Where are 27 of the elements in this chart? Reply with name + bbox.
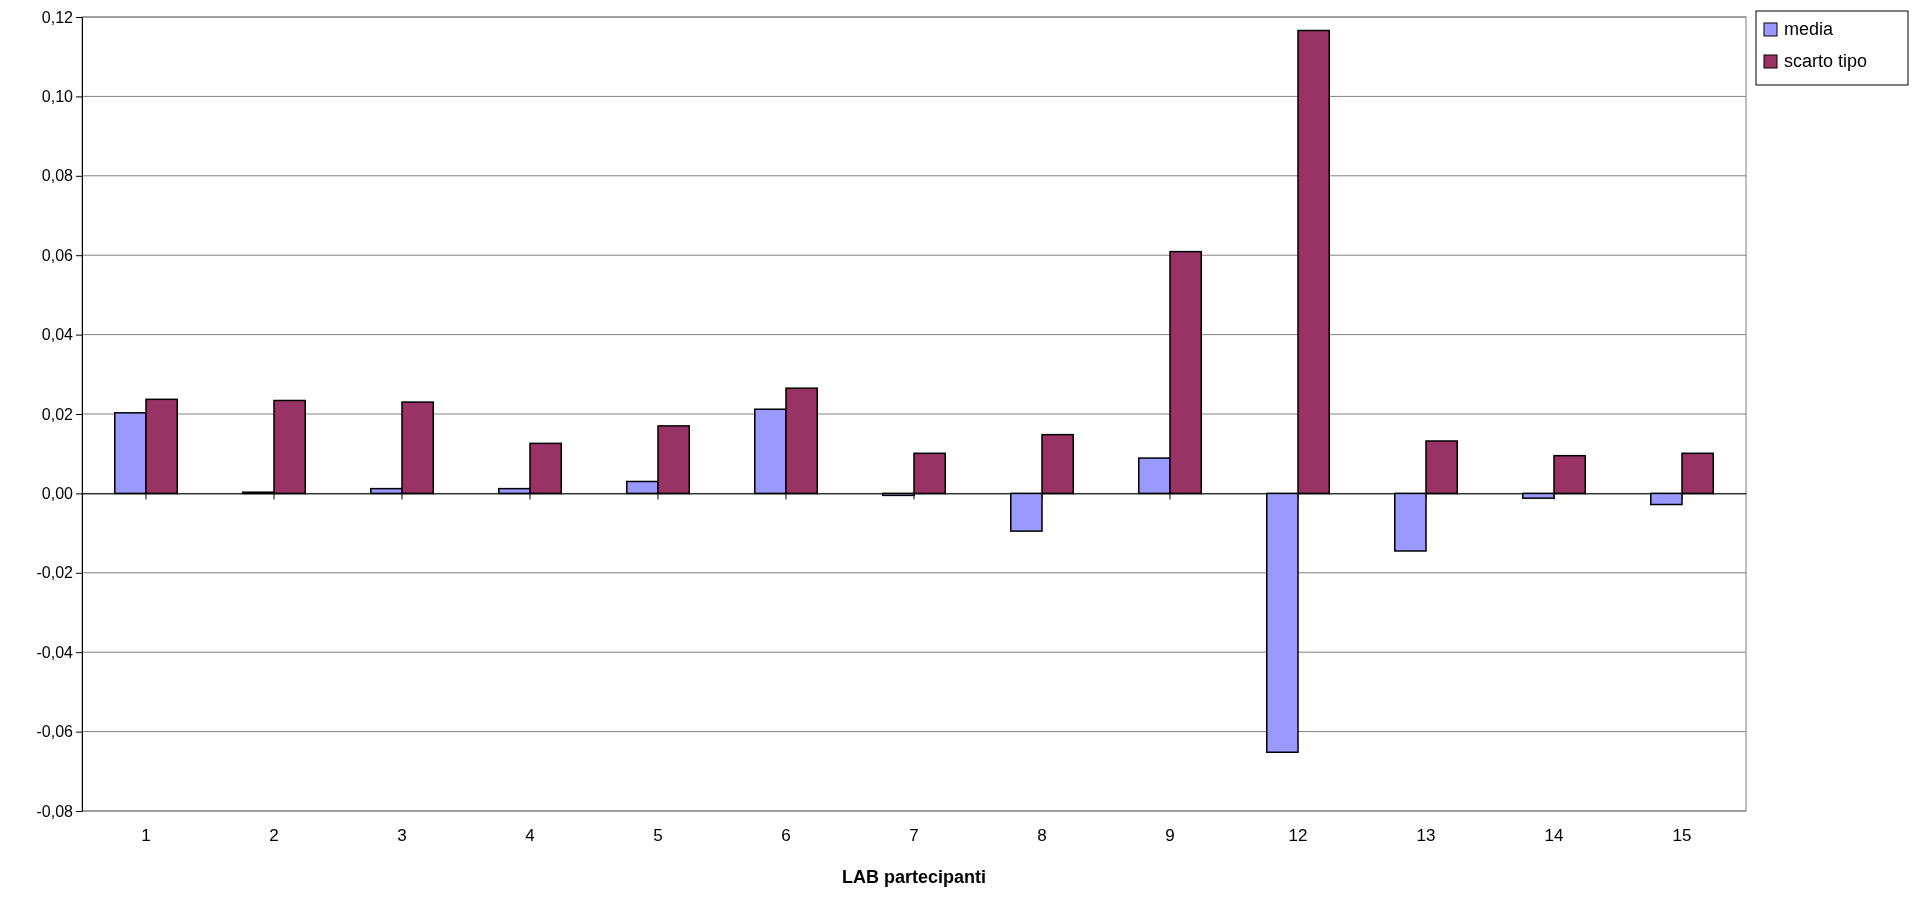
y-tick-label: -0,08: [36, 802, 74, 820]
x-tick-label: 9: [1165, 826, 1175, 845]
x-tick-label: 4: [525, 826, 535, 845]
x-axis-title: LAB partecipanti: [841, 867, 987, 887]
legend-label: media: [1784, 19, 1835, 39]
x-tick-label: 8: [1037, 826, 1047, 845]
legend-label: scarto tipo: [1784, 51, 1868, 71]
x-tick-label: 13: [1416, 826, 1436, 845]
y-tick-label: -0,06: [36, 723, 74, 741]
y-tick-label: -0,02: [36, 564, 74, 582]
y-tick-label: 0,06: [41, 246, 74, 264]
x-tick-label: 5: [653, 826, 663, 845]
y-tick-label: 0,04: [41, 326, 74, 344]
x-tick-label: 2: [269, 826, 279, 845]
y-tick-label: 0,12: [41, 8, 74, 26]
x-tick-label: 7: [909, 826, 919, 845]
y-tick-label: 0,08: [41, 167, 74, 185]
x-tick-label: 15: [1672, 826, 1692, 845]
x-tick-label: 14: [1544, 826, 1564, 845]
y-tick-label: -0,04: [36, 643, 74, 661]
y-tick-label: 0,02: [41, 405, 74, 423]
x-tick-label: 1: [141, 826, 151, 845]
y-tick-label: 0,00: [41, 485, 74, 503]
x-tick-label: 3: [397, 826, 407, 845]
x-tick-label: 6: [781, 826, 791, 845]
y-tick-label: 0,10: [41, 88, 74, 106]
x-tick-label: 12: [1288, 826, 1308, 845]
